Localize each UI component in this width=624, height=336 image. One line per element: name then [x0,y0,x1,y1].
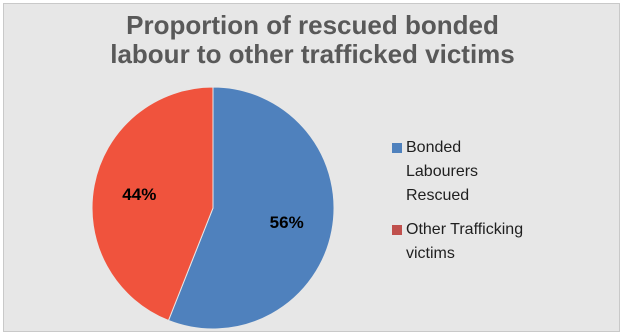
chart-title: Proportion of rescued bonded labour to o… [4,11,621,69]
legend-label-line: Other Trafficking [406,221,524,238]
legend-label-line: Labourers [406,163,479,180]
legend-swatch-other-trafficking [392,225,402,235]
pie-slice-other-trafficking [91,86,214,322]
legend-label-line: victims [406,245,455,262]
legend-label-line: Rescued [406,187,470,204]
chart-title-line-1: Proportion of rescued bonded [126,10,499,40]
data-label-other-trafficking: 44% [122,185,156,204]
legend-item-other-trafficking: Other Trafficking victims [392,218,612,266]
chart-area: Proportion of rescued bonded labour to o… [3,3,620,332]
legend-label-line: Bonded [406,139,462,156]
legend-label-bonded-labourers: Bonded Labourers Rescued [406,136,612,208]
chart-title-line-2: labour to other trafficked victims [110,39,515,69]
legend: Bonded Labourers Rescued Other Trafficki… [392,136,612,276]
data-label-bonded-labourers: 56% [270,213,304,232]
pie-chart: 56% 44% [91,86,335,330]
pie-slice-bonded-labourers [167,86,335,330]
legend-label-other-trafficking: Other Trafficking victims [406,218,612,266]
legend-swatch-bonded-labourers [392,143,402,153]
legend-item-bonded-labourers: Bonded Labourers Rescued [392,136,612,208]
